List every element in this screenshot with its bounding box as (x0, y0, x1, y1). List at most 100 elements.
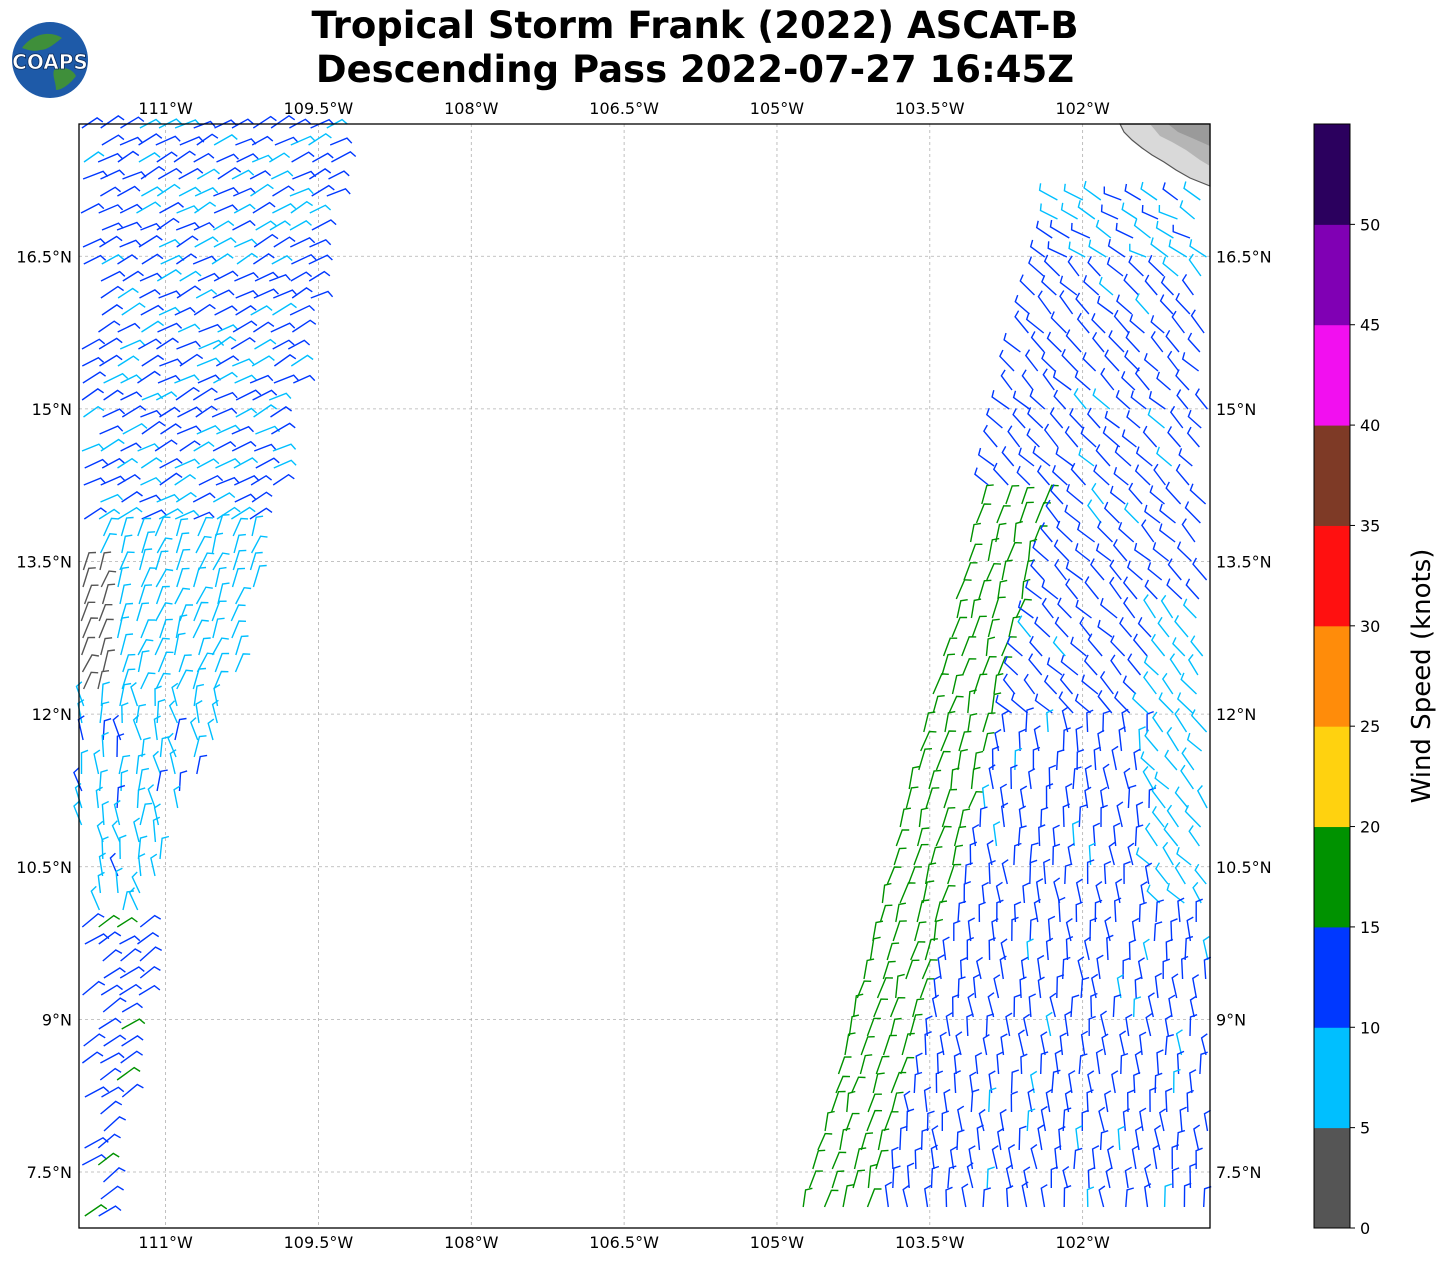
wind-barb (196, 458, 220, 469)
wind-barb (922, 880, 935, 904)
wind-barb (1121, 708, 1129, 733)
wind-barb (953, 920, 961, 941)
wind-barb (1138, 726, 1146, 752)
wind-barb (273, 354, 297, 367)
wind-barb (1154, 972, 1163, 999)
wind-barb (121, 668, 136, 690)
wind-barb (101, 304, 124, 316)
wind-barb (112, 714, 122, 741)
wind-barb (253, 443, 277, 452)
wind-barb (943, 1088, 951, 1113)
wind-barb (150, 853, 158, 877)
lat-tick-label: 12°N (32, 705, 72, 724)
wind-barb (1079, 616, 1092, 638)
wind-barb (309, 204, 332, 214)
wind-barb (1192, 557, 1208, 581)
wind-barb (1122, 675, 1137, 695)
wind-barb (215, 458, 241, 469)
wind-barb (1053, 877, 1061, 904)
wind-barb (932, 673, 949, 695)
wind-barb (1140, 881, 1148, 904)
wind-barb (837, 1056, 852, 1075)
wind-barb (194, 236, 219, 248)
wind-barb (155, 135, 181, 146)
wind-barb (100, 475, 126, 486)
wind-barb (140, 409, 162, 418)
wind-barb (193, 303, 216, 316)
lon-tick-label: 108°W (444, 1233, 499, 1252)
wind-barb (995, 522, 1007, 543)
wind-barb (1028, 653, 1043, 676)
wind-barb (173, 150, 196, 163)
wind-barb (1087, 633, 1103, 657)
wind-barb (1073, 388, 1087, 410)
wind-barb (1151, 784, 1166, 809)
wind-barb (98, 337, 123, 350)
wind-barb (253, 288, 279, 299)
wind-barb (100, 984, 123, 996)
wind-barb (1092, 822, 1101, 847)
wind-barb (1021, 486, 1035, 505)
wind-barb (1118, 522, 1135, 543)
wind-barb (1010, 1069, 1020, 1094)
wind-barb (1051, 465, 1068, 486)
wind-barb (99, 354, 123, 367)
colorbar-tick-label: 25 (1360, 717, 1380, 736)
wind-barb (138, 338, 162, 350)
wind-barb (1015, 598, 1032, 619)
wind-barb (1096, 954, 1104, 980)
wind-barb (1000, 938, 1008, 961)
wind-barb (1064, 504, 1081, 524)
wind-barb (999, 1108, 1007, 1132)
wind-barb (235, 289, 259, 299)
wind-barb (918, 807, 929, 828)
wind-barb (1124, 183, 1142, 201)
wind-barb (930, 1165, 940, 1189)
wind-barb (955, 1031, 963, 1056)
wind-barb (236, 153, 259, 163)
wind-barb (1165, 481, 1182, 505)
wind-barb (1098, 276, 1114, 296)
wind-barb (156, 269, 182, 282)
wind-barb (1104, 410, 1120, 429)
wind-barb (1018, 805, 1027, 828)
wind-barb (1029, 635, 1043, 657)
wind-barb (116, 733, 125, 758)
wind-barb (953, 1070, 961, 1094)
colorbar-label: Wind Speed (knots) (1407, 549, 1437, 804)
wind-barb (1154, 1072, 1163, 1094)
wind-barb (1158, 692, 1174, 714)
wind-barb (138, 584, 153, 605)
wind-barb (1168, 239, 1188, 258)
wind-barb (942, 936, 950, 961)
wind-barb (981, 655, 997, 676)
wind-barb (1040, 806, 1049, 828)
wind-barb (287, 339, 311, 350)
wind-barb (329, 137, 353, 146)
wind-barb (141, 420, 166, 435)
wind-barb (1065, 561, 1084, 581)
wind-barb (98, 931, 122, 945)
wind-barb (899, 807, 912, 828)
wind-barb (1038, 183, 1058, 201)
wind-barb (272, 203, 297, 214)
wind-barb (962, 658, 977, 676)
wind-barb (98, 204, 124, 214)
wind-barb (211, 253, 234, 265)
wind-barb (268, 392, 292, 401)
wind-barb (992, 462, 1009, 486)
wind-barb (1150, 331, 1164, 353)
wind-barb (941, 653, 956, 676)
wind-barb (1195, 898, 1203, 922)
wind-barb (211, 600, 227, 622)
wind-barb (930, 1144, 938, 1170)
wind-barb (177, 406, 203, 418)
wind-barb (1150, 237, 1169, 258)
wind-barb (103, 1167, 126, 1183)
wind-barb (1053, 389, 1067, 410)
wind-barb (1134, 824, 1144, 847)
wind-barb (835, 1075, 851, 1094)
wind-barb (216, 506, 241, 520)
wind-barb (1016, 465, 1031, 486)
lat-tick-label: 7.5°N (1216, 1163, 1261, 1182)
